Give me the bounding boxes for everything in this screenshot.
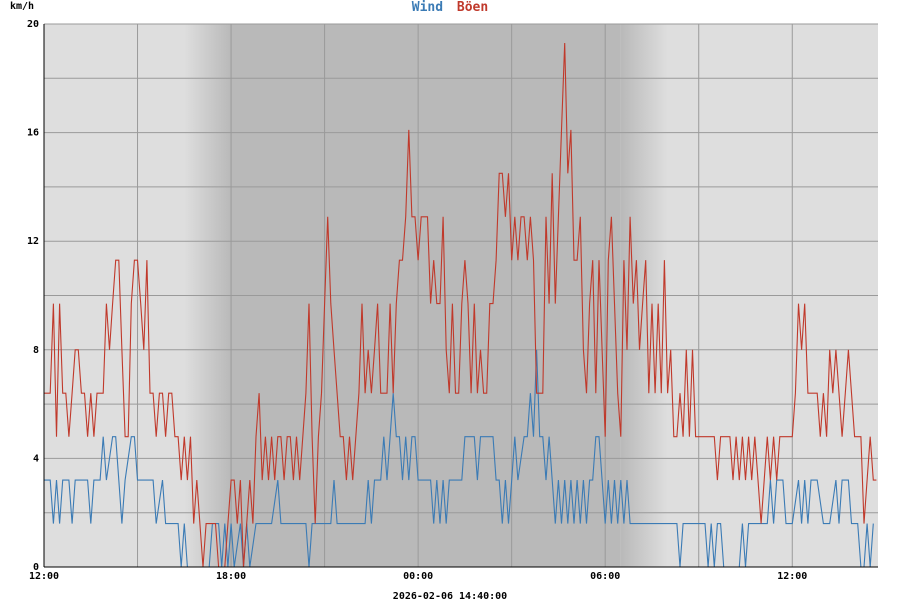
x-tick-label: 18:00 bbox=[216, 571, 246, 582]
axes bbox=[43, 24, 878, 568]
line-wind bbox=[44, 349, 874, 568]
x-tick-label: 00:00 bbox=[403, 571, 433, 582]
y-tick-label: 16 bbox=[27, 128, 39, 139]
y-tick-label: 8 bbox=[33, 345, 39, 356]
line-gusts bbox=[44, 42, 877, 568]
x-tick-label: 06:00 bbox=[590, 571, 620, 582]
y-axis-unit: km/h bbox=[10, 1, 34, 12]
x-axis-timestamp: 2026-02-06 14:40:00 bbox=[393, 591, 507, 600]
y-tick-label: 20 bbox=[27, 19, 39, 30]
title-wind: Wind bbox=[412, 0, 443, 15]
y-tick-labels: 0 4 8 12 16 20 bbox=[27, 19, 39, 573]
series-wind bbox=[44, 349, 874, 568]
x-tick-label: 12:00 bbox=[29, 571, 59, 582]
chart-title: Wind Böen bbox=[412, 0, 488, 15]
x-tick-labels: 12:00 18:00 00:00 06:00 12:00 bbox=[29, 571, 807, 582]
y-tick-label: 0 bbox=[33, 562, 39, 573]
series-gusts bbox=[44, 42, 877, 568]
title-gusts: Böen bbox=[457, 0, 488, 15]
x-tick-label: 12:00 bbox=[777, 571, 807, 582]
y-tick-label: 12 bbox=[27, 236, 39, 247]
y-tick-label: 4 bbox=[33, 453, 39, 464]
